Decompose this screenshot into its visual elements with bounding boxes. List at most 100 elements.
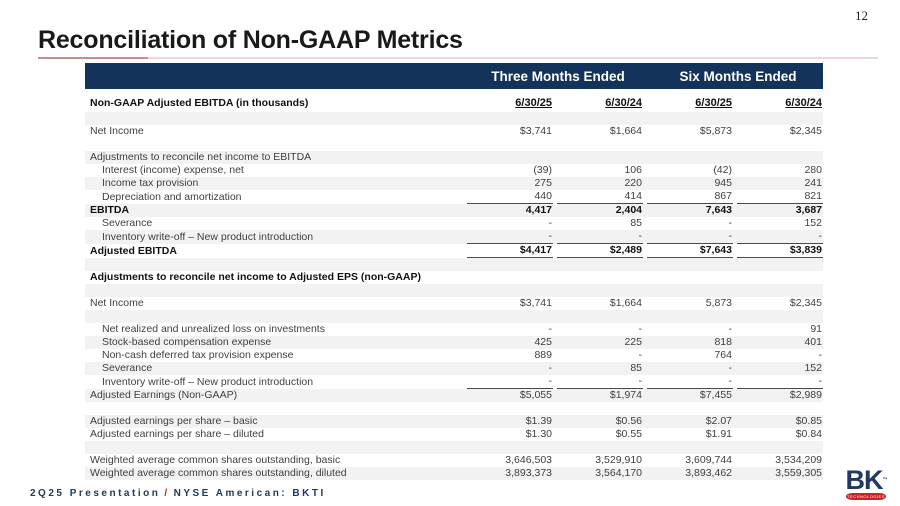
logo-technologies-banner: TECHNOLOGIES [846,493,886,500]
row-label: Inventory write-off – New product introd… [102,231,314,243]
column-date-header: 6/30/24 [785,97,822,109]
row-label: Income tax provision [102,177,199,189]
cell-value: 280 [804,164,822,176]
column-date-header: 6/30/25 [515,97,552,109]
cell-value: 3,609,744 [685,454,732,466]
page-number: 12 [855,8,868,23]
cell-value: - [728,323,733,335]
row-label: Severance [102,217,153,229]
cell-value: 945 [714,177,732,189]
logo-bk-text: BK™ [845,465,888,495]
trademark-symbol: ™ [882,477,888,483]
cell-value: 220 [624,177,642,189]
table-body: Non-GAAP Adjusted EBITDA (in thousands) 6… [85,95,823,480]
table-spacer-row [85,284,823,297]
cell-value: 440 [467,190,553,204]
cell-value: 85 [630,362,642,374]
cell-value: $2,989 [789,389,822,401]
cell-value: - [548,217,553,229]
column-date-header: 6/30/24 [605,97,642,109]
group-header-six-months: Six Months Ended [679,68,797,84]
table-spacer-row [85,310,823,323]
cell-value: $0.84 [795,428,822,440]
cell-value: - [548,323,553,335]
table-row: Interest (income) expense, net (39) 106 (42… [85,164,823,177]
cell-value: 7,643 [705,204,732,216]
cell-value: $3,839 [737,244,823,258]
cell-value: 152 [804,217,822,229]
cell-value: $4,417 [467,244,553,258]
cell-value: 3,687 [795,204,822,216]
table-row: Income tax provision 275 220 945 241 [85,177,823,190]
row-label: Adjusted earnings per share – basic [90,415,258,427]
row-label: Adjustments to reconcile net income to A… [90,271,421,283]
cell-value: 821 [737,190,823,204]
table-row: Net realized and unrealized loss on inve… [85,323,823,336]
cell-value: 5,873 [705,297,732,309]
bk-technologies-logo: BK™ TECHNOLOGIES [844,467,888,500]
cell-value: $0.85 [795,415,822,427]
row-label: Interest (income) expense, net [102,164,244,176]
table-row: EBITDA 4,417 2,404 7,643 3,687 [85,204,823,217]
row-label: Stock-based compensation expense [102,336,272,348]
table-row: Inventory write-off – New product introd… [85,375,823,389]
table-row: Severance - 85 - 152 [85,217,823,230]
cell-value: 225 [624,336,642,348]
cell-value: - [728,362,733,374]
cell-value: $2,345 [789,297,822,309]
row-label: Inventory write-off – New product introd… [102,376,314,388]
cell-value: - [737,375,823,389]
footer-left: 2Q25 Presentation [30,488,161,499]
row-label: Non-cash deferred tax provision expense [102,349,294,361]
footer-slash: / [164,488,170,499]
cell-value: $1,974 [609,389,642,401]
cell-value: - [737,230,823,244]
cell-value: 818 [714,336,732,348]
cell-value: 3,534,209 [775,454,822,466]
table-row: Inventory write-off – New product introd… [85,230,823,244]
table-spacer-row [85,441,823,454]
table-row: Severance - 85 - 152 [85,362,823,375]
footer-text: 2Q25 Presentation / NYSE American: BKTI [30,488,326,499]
cell-value: - [467,375,553,389]
cell-value: 3,893,373 [505,467,552,479]
row-label: Non-GAAP Adjusted EBITDA (in thousands) [90,97,309,109]
cell-value: - [818,349,823,361]
cell-value: 91 [810,323,822,335]
table-header-bar: Three Months Ended Six Months Ended [85,63,823,89]
cell-value: 414 [557,190,643,204]
table-spacer-row [85,402,823,415]
cell-value: 106 [624,164,642,176]
cell-value: $1.91 [705,428,732,440]
cell-value: $7,643 [647,244,733,258]
cell-value: $2.07 [705,415,732,427]
row-label: Net Income [90,125,144,137]
cell-value: 3,646,503 [505,454,552,466]
cell-value: 3,529,910 [595,454,642,466]
table-row: Adjustments to reconcile net income to E… [85,151,823,164]
cell-value: (39) [533,164,552,176]
table-spacer-row [85,112,823,125]
reconciliation-table: Three Months Ended Six Months Ended Non-… [85,63,823,480]
cell-value: 889 [534,349,552,361]
table-row: Depreciation and amortization 440 414 867 82… [85,190,823,204]
row-label: EBITDA [90,204,130,216]
cell-value: - [647,375,733,389]
cell-value: 3,564,170 [595,467,642,479]
cell-value: - [647,230,733,244]
table-row: Weighted average common shares outstandi… [85,454,823,467]
title-accent-line [38,57,148,59]
cell-value: $2,489 [557,244,643,258]
table-spacer-row [85,138,823,151]
table-row: Non-cash deferred tax provision expense 8… [85,349,823,362]
row-label: Depreciation and amortization [102,191,242,203]
cell-value: - [467,230,553,244]
cell-value: 3,559,305 [775,467,822,479]
cell-value: - [557,375,643,389]
title-underline [38,57,878,59]
cell-value: $2,345 [789,125,822,137]
table-row: Adjusted earnings per share – basic $1.39… [85,415,823,428]
cell-value: - [557,230,643,244]
column-date-header: 6/30/25 [695,97,732,109]
